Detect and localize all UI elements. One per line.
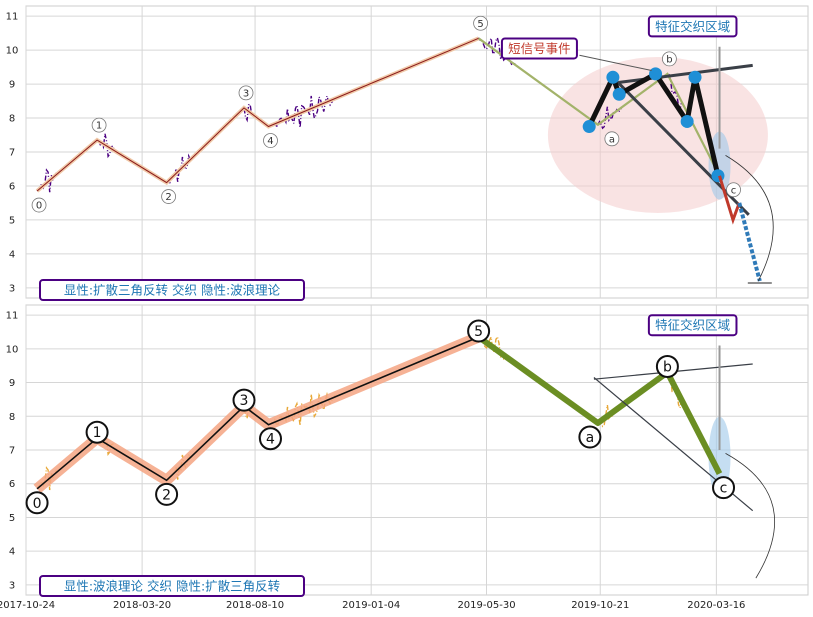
x-axis: 2017-10-24 2018-03-20 2018-08-10 2019-01-04… <box>0 600 745 611</box>
pattern-point <box>649 67 663 81</box>
impulse-wave-line <box>36 336 479 490</box>
projection-blue <box>737 202 762 282</box>
x-tick-label: 2018-03-20 <box>113 600 171 611</box>
y-tick-label: 11 <box>6 311 19 322</box>
wave-label-circle <box>85 420 109 444</box>
wave-label: 3 <box>240 393 249 409</box>
y-tick-label: 8 <box>9 114 15 125</box>
y-tick-label: 6 <box>9 479 15 490</box>
wave-label: 5 <box>477 19 483 30</box>
curved-arrow <box>725 155 774 282</box>
x-tick-label: 2020-03-16 <box>687 600 745 611</box>
x-tick-label: 2019-10-21 <box>571 600 629 611</box>
y-tick-label: 4 <box>9 547 15 558</box>
y-tick-label: 10 <box>6 344 19 355</box>
pattern-point <box>612 87 626 101</box>
wave-label: 4 <box>266 432 275 448</box>
wave-label-circle <box>155 482 179 506</box>
wave-label: 2 <box>165 192 171 203</box>
feature-label: 特征交织区域 <box>655 19 730 34</box>
top-panel: 3 4 5 6 7 8 9 10 11 0 1 2 3 4 5 a b c 短信号事件 特征交织区域显性:扩散三角反转… <box>6 5 809 301</box>
wave-label: 1 <box>96 121 102 132</box>
wave-label: 0 <box>33 496 42 512</box>
corrective-wave <box>476 334 723 475</box>
pattern-point <box>711 169 725 183</box>
wave-label-circle <box>473 15 489 31</box>
y-tick-label: 6 <box>9 181 15 192</box>
x-tick-label: 2019-05-30 <box>457 600 515 611</box>
impulse-wave-line <box>36 37 479 192</box>
wave-label: a <box>586 430 595 446</box>
wave-label-circle <box>263 133 278 148</box>
y-tick-label: 8 <box>9 412 15 423</box>
wave-label-circle <box>655 354 679 378</box>
y-tick-label: 7 <box>9 148 15 159</box>
panel-caption: 显性:扩散三角反转 交织 隐性:波浪理论 <box>64 283 281 298</box>
y-tick-label: 9 <box>9 378 15 389</box>
signal-label: 短信号事件 <box>508 41 571 56</box>
y-tick-label: 9 <box>9 80 15 91</box>
wave-label-circle <box>258 427 282 451</box>
wave-label-circle <box>712 476 736 500</box>
signal-label-box <box>500 37 578 60</box>
panel-caption-box <box>39 575 305 597</box>
wave-label: c <box>731 185 737 196</box>
wave-label-circle <box>726 182 741 198</box>
wave-label-circle <box>25 491 49 515</box>
wave-label: 5 <box>474 324 483 340</box>
pattern-point <box>688 70 702 84</box>
feature-label: 特征交织区域 <box>655 318 730 333</box>
x-tick-label: 2018-08-10 <box>226 600 284 611</box>
pattern-point <box>680 114 694 128</box>
pattern-point <box>582 120 596 134</box>
wave-label-circle <box>661 51 677 67</box>
wave-label: 3 <box>243 88 249 99</box>
wave-label: 4 <box>267 136 273 147</box>
y-tick-label: 11 <box>6 12 19 23</box>
panel-caption: 显性:波浪理论 交织 隐性:扩散三角反转 <box>64 579 280 594</box>
signal-pointer <box>579 54 652 72</box>
wave-label: c <box>720 481 728 497</box>
panel-caption-box <box>39 279 305 301</box>
y-tick-label: 10 <box>6 46 19 57</box>
wave-label: 1 <box>93 425 102 441</box>
wave-label-circle <box>161 189 177 204</box>
wave-label: b <box>666 54 672 65</box>
curved-arrow <box>725 453 776 579</box>
x-tick-label: 2019-01-04 <box>342 600 400 611</box>
wave-label: a <box>609 134 615 145</box>
wave-label-circle <box>578 425 602 449</box>
wave-label: 2 <box>162 487 171 503</box>
y-tick-label: 4 <box>9 249 15 260</box>
y-tick-label: 3 <box>9 580 15 591</box>
pattern-point <box>606 70 620 84</box>
y-tick-label: 5 <box>9 215 15 226</box>
projection-red <box>718 175 741 225</box>
wave-label-circle <box>232 388 256 412</box>
trend-line <box>611 76 750 216</box>
y-tick-label: 7 <box>9 446 15 457</box>
y-tick-label: 5 <box>9 513 15 524</box>
feature-label-box <box>647 314 738 337</box>
feature-label-box <box>647 15 738 38</box>
wave-label-circle <box>467 319 491 343</box>
wave-label: b <box>663 359 672 375</box>
wave-label-circle <box>31 197 47 213</box>
x-tick-label: 2017-10-24 <box>0 600 55 611</box>
wave-label-circle <box>238 85 254 101</box>
wave-label-circle <box>91 117 107 133</box>
wave-label-circle <box>604 131 620 147</box>
wave-label: 0 <box>36 201 42 212</box>
y-tick-label: 3 <box>9 283 15 294</box>
